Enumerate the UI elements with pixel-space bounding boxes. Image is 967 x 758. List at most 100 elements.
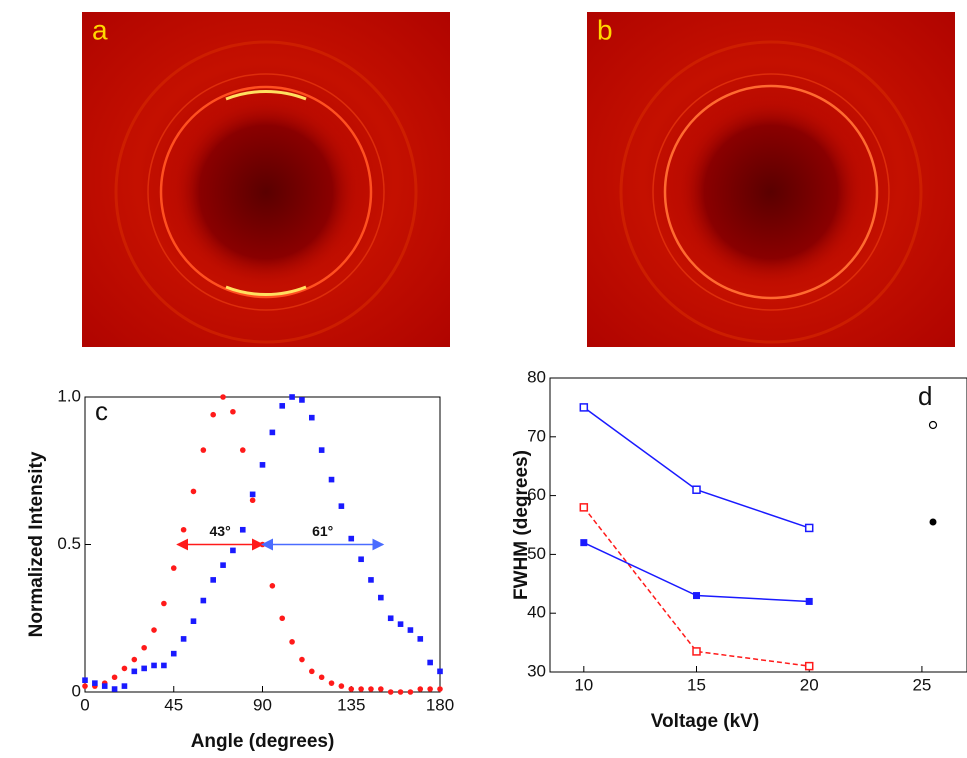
image-b: b [587, 12, 955, 347]
data-point [249, 497, 256, 504]
data-point [141, 665, 147, 672]
data-point [259, 462, 266, 468]
data-point [437, 668, 443, 675]
data-point [200, 597, 207, 604]
data-point [111, 674, 118, 681]
data-point [239, 447, 246, 453]
data-point [289, 639, 295, 645]
data-point [269, 583, 276, 589]
data-point [580, 539, 588, 547]
y-tick-label: 0 [72, 681, 81, 700]
data-point [101, 683, 108, 689]
data-point [210, 577, 216, 583]
data-point [111, 686, 118, 692]
data-point [328, 680, 335, 686]
data-point [131, 656, 138, 663]
data-point [417, 686, 424, 692]
data-point [427, 686, 433, 692]
data-point [279, 615, 286, 622]
data-point [328, 476, 335, 483]
x-tick-label: 15 [687, 675, 706, 694]
data-point [693, 592, 701, 600]
annotation-label: 61° [312, 523, 333, 539]
data-point [579, 403, 589, 412]
data-point [141, 644, 147, 651]
data-point [387, 615, 394, 622]
x-tick-label: 10 [574, 675, 593, 694]
data-point [151, 627, 157, 633]
data-point [804, 523, 814, 533]
panel-label: a [92, 14, 108, 45]
x-tick-label: 90 [253, 695, 272, 714]
data-point [170, 650, 177, 657]
data-point [82, 677, 88, 683]
data-point [338, 503, 345, 509]
data-point [220, 394, 226, 400]
data-point [269, 429, 276, 436]
data-point [220, 562, 226, 568]
data-point [378, 594, 384, 601]
x-tick-label: 20 [800, 675, 819, 694]
y-tick-label: 60 [527, 485, 546, 504]
data-point [121, 683, 128, 689]
data-point [299, 397, 305, 403]
data-point [170, 565, 177, 571]
plot-frame [549, 377, 967, 673]
data-point [82, 683, 88, 689]
data-point [348, 535, 355, 542]
data-point [368, 686, 374, 692]
x-tick-label: 25 [912, 675, 931, 694]
legend-markers [928, 420, 938, 526]
y-tick-label: 40 [527, 603, 546, 622]
data-point [279, 403, 286, 409]
data-point [151, 662, 157, 669]
x-axis-title: Angle (degrees) [191, 731, 335, 752]
data-point [368, 577, 374, 583]
data-point [161, 600, 167, 607]
y-tick-label: 1.0 [57, 386, 81, 405]
x-tick-label: 45 [164, 695, 183, 714]
data-point [804, 661, 814, 671]
data-point [397, 621, 404, 627]
x-axis-title: Voltage (kV) [651, 711, 759, 732]
data-point [121, 665, 128, 672]
y-axis-title: Normalized Intensity [26, 451, 47, 637]
data-point [230, 408, 236, 415]
data-point [338, 683, 345, 689]
data-point [239, 526, 246, 533]
y-tick-label: 0.5 [57, 534, 81, 553]
data-point [289, 394, 295, 400]
data-point [318, 674, 325, 681]
data-point [437, 686, 443, 692]
data-point [190, 488, 197, 495]
series-line [583, 506, 810, 667]
data-point [309, 414, 315, 421]
data-point [407, 689, 414, 695]
x-tick-label: 135 [337, 695, 365, 714]
x-tick-label: 0 [80, 695, 89, 714]
y-axis-title: FWHM (degrees) [511, 450, 532, 600]
y-tick-label: 70 [527, 426, 546, 445]
data-point [180, 526, 187, 533]
data-point [358, 686, 364, 692]
y-tick-label: 50 [527, 544, 546, 563]
data-point [692, 485, 701, 494]
data-point [417, 636, 424, 642]
panel-label: c [95, 396, 108, 426]
data-point [407, 627, 414, 633]
data-point [161, 662, 167, 669]
data-point [92, 680, 98, 686]
data-point [358, 556, 364, 563]
data-point [299, 656, 305, 663]
data-point [190, 618, 197, 624]
data-point [387, 689, 394, 695]
data-point [210, 411, 216, 418]
data-point [579, 503, 589, 512]
y-tick-label: 30 [527, 661, 546, 680]
x-tick-label: 180 [426, 695, 454, 714]
y-tick-label: 80 [527, 367, 546, 386]
annotation-label: 43° [210, 523, 231, 539]
data-point [249, 491, 256, 498]
panel-label: d [918, 381, 932, 411]
